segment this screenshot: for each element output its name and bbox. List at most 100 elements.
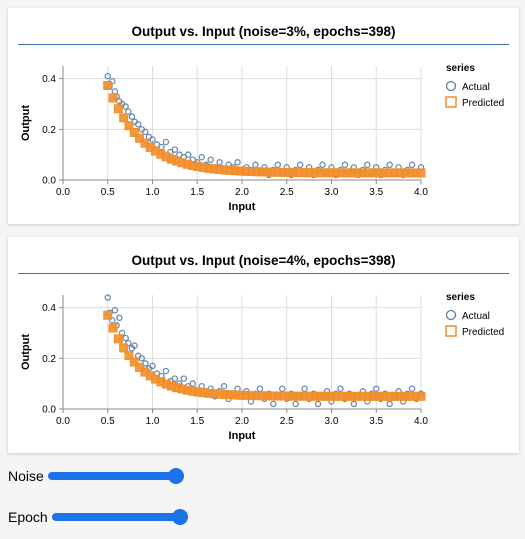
x-tick-label: 1.5 (190, 416, 204, 427)
x-tick-label: 3.5 (369, 187, 383, 198)
actual-point (142, 128, 149, 136)
legend-predicted-label: Predicted (462, 98, 504, 109)
legend-title: series (446, 292, 475, 303)
actual-point (292, 400, 299, 408)
actual-point (372, 385, 380, 392)
noise-control: Noise (8, 466, 184, 486)
legend-title: series (446, 63, 475, 74)
legend-actual-label: Actual (462, 82, 490, 93)
actual-point (125, 108, 132, 115)
chart-card-noise-3: Output vs. Input (noise=3%, epochs=398) … (8, 8, 519, 224)
x-tick-label: 1.0 (146, 187, 160, 198)
x-tick-label: 2.0 (235, 187, 249, 198)
actual-point (319, 161, 326, 169)
actual-point (122, 103, 129, 110)
legend-actual-label: Actual (462, 311, 490, 322)
actual-point (189, 380, 197, 387)
actual-point (386, 400, 393, 408)
x-tick-label: 2.5 (280, 187, 294, 198)
predicted-point (119, 113, 129, 123)
actual-point (350, 400, 358, 408)
predicted-point (108, 323, 118, 333)
chart-title: Output vs. Input (noise=3%, epochs=398) (131, 24, 396, 39)
y-axis-label: Output (20, 105, 32, 141)
legend-predicted-label: Predicted (462, 327, 504, 338)
predicted-point (103, 81, 113, 91)
predicted-point (103, 310, 113, 320)
actual-point (116, 314, 123, 322)
x-tick-label: 2.0 (235, 416, 249, 427)
y-tick-label: 0.4 (42, 74, 56, 85)
actual-point (149, 136, 156, 143)
x-tick-label: 1.0 (146, 416, 160, 427)
chart-card-noise-4: Output vs. Input (noise=4%, epochs=398) … (8, 237, 519, 453)
noise-slider-track[interactable] (48, 472, 176, 480)
predicted-point (119, 343, 129, 353)
actual-point (408, 161, 416, 169)
title-rule (18, 273, 509, 274)
x-tick-label: 4.0 (414, 187, 428, 198)
actual-point (138, 355, 146, 362)
actual-point (207, 156, 214, 163)
actual-point (125, 339, 132, 347)
predicted-point (135, 133, 145, 143)
predicted-point (416, 391, 426, 401)
actual-point (252, 161, 259, 169)
actual-point (386, 161, 393, 169)
x-axis-label: Input (229, 430, 256, 442)
actual-point (256, 385, 264, 392)
x-tick-label: 0.5 (101, 416, 115, 427)
actual-point (134, 121, 142, 128)
legend-predicted-symbol (445, 325, 457, 337)
predicted-point (129, 127, 139, 137)
noise-slider[interactable] (48, 466, 184, 486)
actual-point (149, 362, 156, 370)
noise-label: Noise (8, 468, 44, 484)
predicted-point (129, 357, 139, 367)
actual-point (314, 400, 322, 408)
scatter-plot-2: 0.0 0.5 1.0 1.5 2.0 2.5 3.0 3.5 4.0 0.0 0.2 0.4 Inpu… (20, 292, 504, 442)
actual-point (171, 375, 179, 382)
actual-point (104, 72, 112, 80)
actual-point (185, 151, 192, 158)
y-tick-label: 0.4 (42, 303, 56, 314)
predicted-point (113, 104, 123, 114)
epoch-slider-thumb[interactable] (172, 509, 188, 525)
actual-point (408, 385, 416, 392)
actual-point (301, 385, 308, 392)
x-tick-label: 0.0 (56, 416, 70, 427)
scatter-plot-1: 0.0 0.5 1.0 1.5 2.0 2.5 3.0 3.5 4.0 0.0 0.2 0.4 Inpu… (20, 63, 504, 213)
epoch-slider-track[interactable] (52, 513, 180, 521)
x-tick-label: 3.5 (369, 416, 383, 427)
x-tick-label: 3.0 (325, 187, 339, 198)
x-tick-label: 2.5 (280, 416, 294, 427)
actual-point (274, 161, 282, 169)
x-tick-label: 0.5 (101, 187, 115, 198)
chart-title: Output vs. Input (noise=4%, epochs=398) (131, 253, 396, 268)
actual-point (198, 153, 205, 161)
actual-point (128, 113, 136, 120)
actual-point (122, 334, 129, 342)
predicted-point (124, 351, 134, 361)
legend-actual-symbol (445, 80, 457, 92)
actual-point (216, 159, 223, 166)
actual-point (220, 382, 228, 390)
actual-point (104, 294, 112, 301)
noise-slider-thumb[interactable] (168, 468, 184, 484)
actual-point (180, 375, 188, 382)
title-rule (18, 44, 509, 45)
epoch-slider[interactable] (52, 507, 188, 527)
actual-point (296, 161, 304, 169)
y-tick-label: 0.0 (42, 405, 56, 416)
predicted-point (113, 334, 123, 344)
y-axis-label: Output (20, 334, 32, 370)
actual-point (234, 159, 241, 166)
actual-point (162, 138, 170, 146)
x-tick-label: 4.0 (414, 416, 428, 427)
actual-point (270, 400, 277, 408)
actual-point (279, 385, 286, 392)
legend-actual-symbol (445, 309, 457, 321)
predicted-point (135, 362, 145, 372)
x-axis-label: Input (229, 201, 256, 213)
x-tick-label: 1.5 (190, 187, 204, 198)
